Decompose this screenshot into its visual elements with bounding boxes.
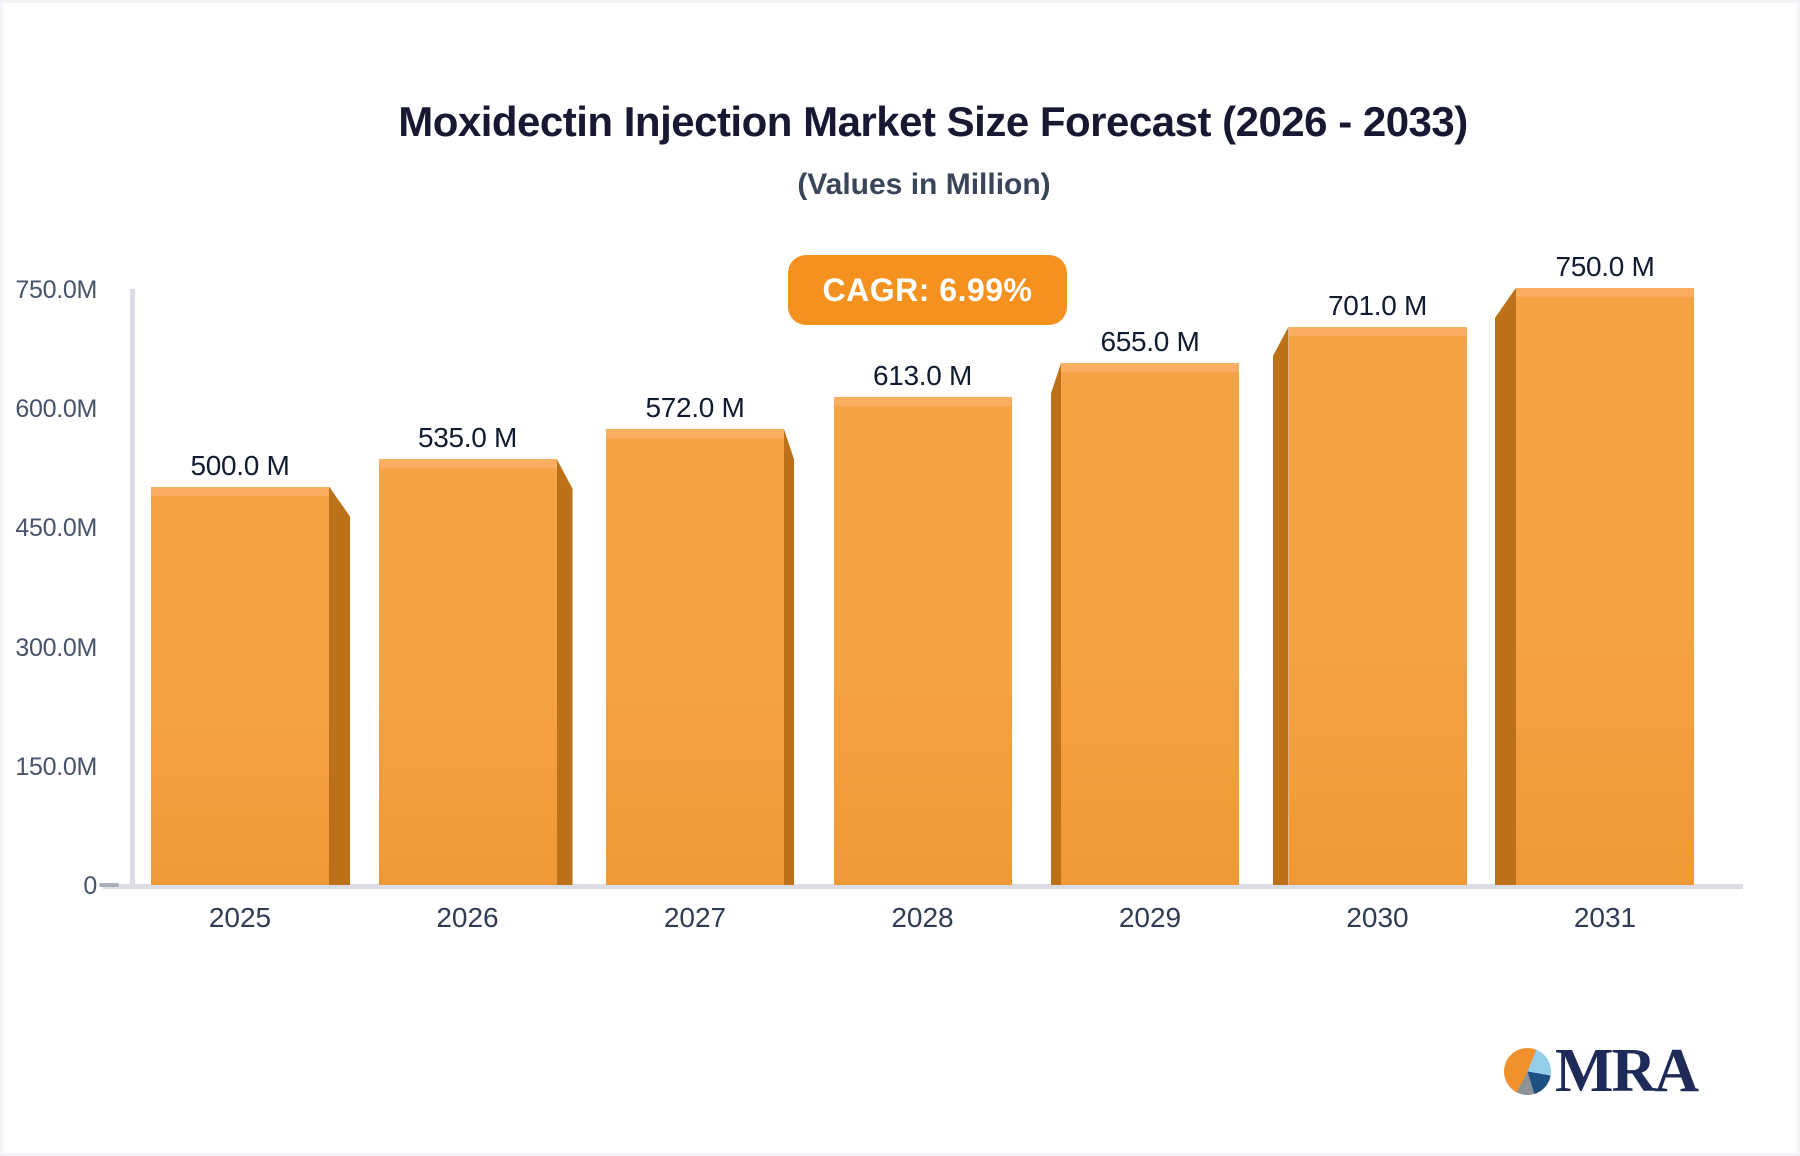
bar-2025	[151, 486, 329, 885]
pie-chart-logo-icon	[1504, 1047, 1551, 1095]
y-axis-label: 150.0M	[15, 752, 97, 781]
bar-2026	[378, 458, 557, 885]
bar-2027	[606, 429, 784, 885]
zero-tick-mark	[99, 883, 119, 887]
bar-2029	[1061, 363, 1239, 885]
y-axis-label: 750.0M	[15, 275, 97, 304]
bar-2030	[1288, 326, 1467, 885]
y-axis-line	[130, 289, 135, 886]
bar-side-face	[1272, 326, 1289, 885]
chart-subtitle: (Values in Million)	[797, 168, 1051, 201]
bar-2031	[1516, 287, 1694, 885]
x-axis-line	[103, 884, 1743, 889]
x-axis-label: 2031	[1573, 902, 1637, 933]
x-axis-label: 2026	[436, 902, 499, 933]
y-axis-label: 0	[83, 872, 97, 900]
bar-side-face	[784, 429, 794, 885]
bar-value-label: 655.0 M	[1100, 326, 1200, 358]
bar-value-label: 535.0 M	[417, 421, 518, 453]
x-axis-label: 2030	[1346, 902, 1409, 933]
mra-logo: MRA	[1504, 1036, 1744, 1106]
bar-side-face	[329, 486, 350, 885]
x-axis-label: 2028	[891, 902, 954, 933]
bar-side-face	[556, 458, 573, 885]
bar-value-label: 613.0 M	[872, 359, 973, 391]
chart-title: Moxidectin Injection Market Size Forecas…	[398, 98, 1468, 145]
y-axis-label: 450.0M	[15, 514, 97, 543]
bar-side-face	[1051, 363, 1061, 885]
cagr-badge: CAGR: 6.99%	[788, 255, 1067, 325]
bar-value-label: 500.0 M	[190, 449, 290, 481]
x-axis-label: 2029	[1118, 902, 1182, 933]
x-axis-label: 2027	[663, 902, 727, 933]
y-axis-label: 300.0M	[15, 633, 97, 662]
bar-value-label: 701.0 M	[1327, 289, 1428, 321]
bar-value-label: 572.0 M	[645, 392, 745, 424]
bar-2028	[833, 396, 1012, 885]
cagr-badge-label: CAGR: 6.99%	[822, 271, 1033, 308]
y-axis-label: 600.0M	[15, 395, 97, 423]
x-axis-label: 2025	[208, 902, 272, 933]
bar-side-face	[1495, 287, 1516, 885]
mra-logo-text: MRA	[1555, 1037, 1699, 1105]
bar-value-label: 750.0 M	[1555, 250, 1655, 282]
